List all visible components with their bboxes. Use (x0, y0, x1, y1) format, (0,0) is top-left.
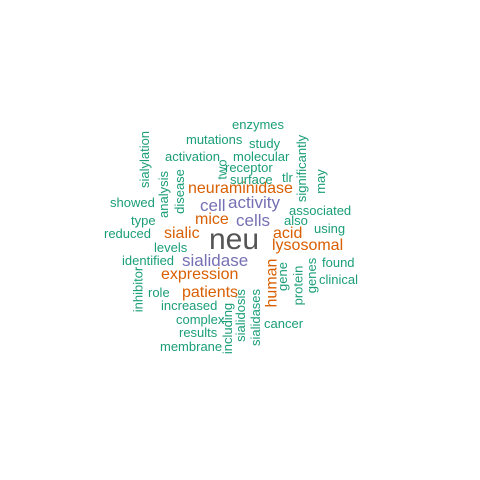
word-molecular: molecular (233, 149, 290, 164)
word-disease: disease (171, 169, 187, 214)
word-cells: cells (236, 211, 271, 230)
word-two: two (214, 159, 230, 180)
word-protein: protein (290, 265, 306, 306)
word-clinical: clinical (319, 272, 359, 287)
word-enzymes: enzymes (232, 117, 285, 132)
word-receptor: receptor (225, 160, 273, 175)
word-complex: complex (176, 312, 225, 327)
word-patients: patients (182, 284, 239, 301)
word-role: role (148, 285, 170, 300)
word-showed: showed (110, 195, 155, 210)
word-increased: increased (161, 298, 218, 313)
word-using: using (314, 221, 346, 236)
word-sialidosis: sialidosis (232, 289, 248, 342)
word-sialic: sialic (164, 225, 200, 242)
word-lysosomal: lysosomal (272, 237, 344, 254)
word-type: type (131, 213, 156, 228)
word-associated: associated (289, 203, 352, 218)
word-sialidases: sialidases (248, 288, 264, 347)
word-surface: surface (230, 172, 273, 187)
word-levels: levels (154, 240, 188, 255)
word-analysis: analysis (155, 171, 171, 218)
word-cancer: cancer (264, 316, 304, 331)
word-significantly: significantly (294, 134, 310, 203)
word-acid: acid (273, 225, 303, 242)
word-activation: activation (165, 149, 220, 164)
word-identified: identified (122, 253, 175, 268)
word-neu: neu (209, 223, 260, 256)
word-sialidase: sialidase (182, 251, 249, 270)
word-expression: expression (161, 266, 239, 283)
word-activity: activity (228, 193, 280, 212)
word-results: results (179, 325, 218, 340)
word-membrane: membrane (160, 339, 223, 354)
word-neuraminidase: neuraminidase (188, 180, 293, 197)
word-found: found (322, 255, 355, 270)
word-inhibitor: inhibitor (130, 266, 146, 313)
word-may: may (312, 169, 328, 194)
word-study: study (249, 136, 281, 151)
word-genes: genes (304, 257, 320, 294)
word-cell: cell (200, 196, 226, 215)
word-gene: gene (274, 262, 290, 291)
word-mutations: mutations (186, 132, 243, 147)
word-tlr: tlr (282, 170, 293, 185)
word-mice: mice (195, 211, 229, 228)
word-also: also (284, 213, 308, 228)
word-sialylation: sialylation (137, 130, 153, 189)
word-reduced: reduced (104, 226, 151, 241)
